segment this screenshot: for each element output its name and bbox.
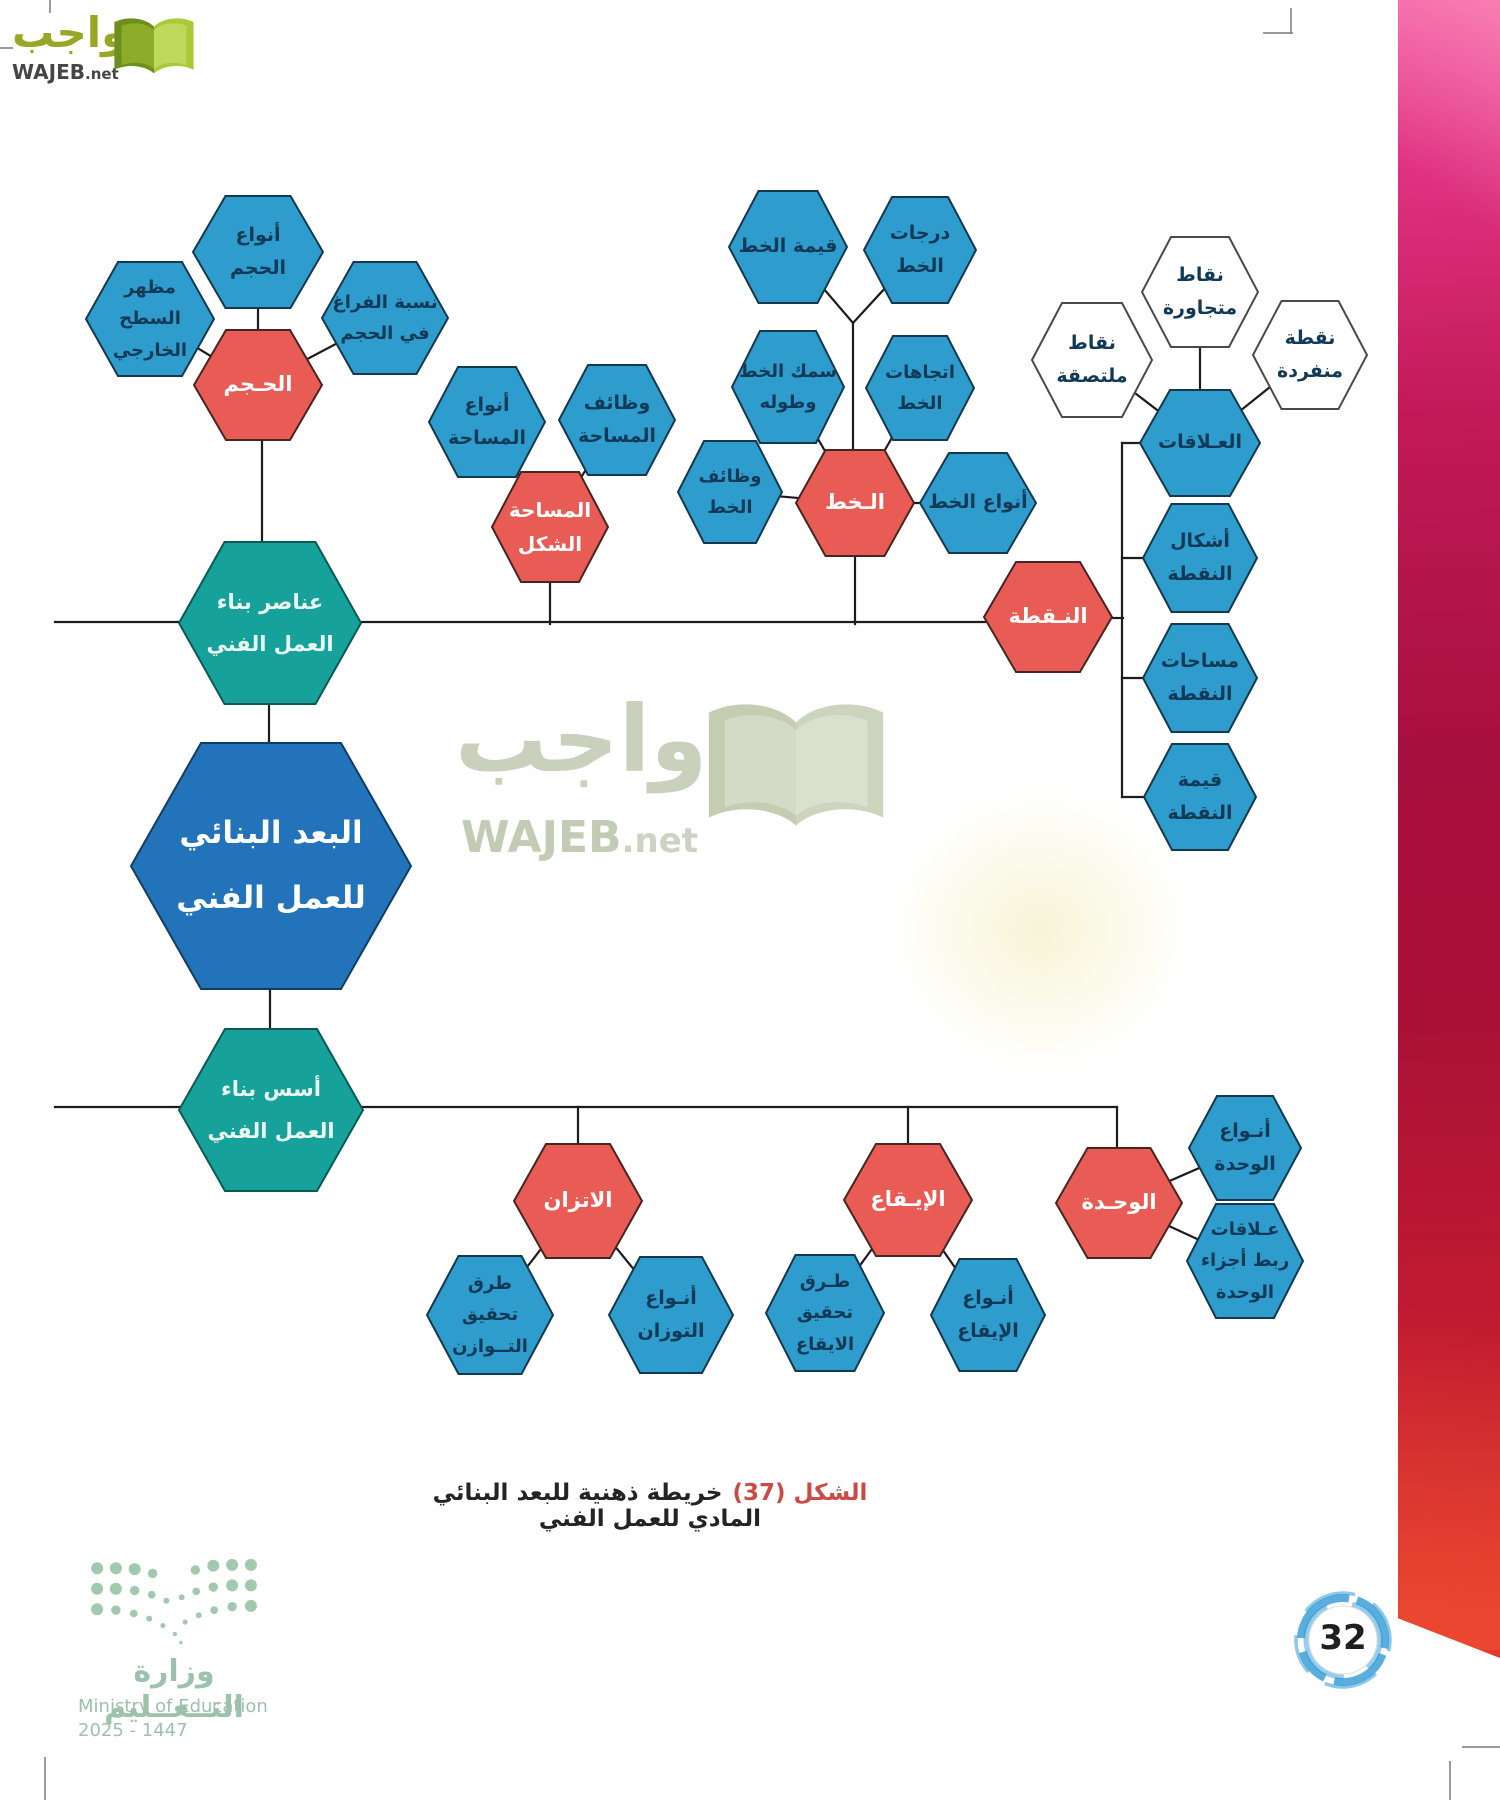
node-anwaa-wahda-shape xyxy=(1187,1095,1303,1201)
crop-mark xyxy=(44,1757,46,1800)
node-iqaa-shape xyxy=(842,1143,974,1257)
crop-mark xyxy=(1449,1761,1451,1800)
node-khat-shape xyxy=(794,449,916,557)
node-turuq-iqaa-shape xyxy=(764,1254,886,1372)
node-wazaef-khat-shape xyxy=(676,440,784,544)
node-anwaa-khat-shape xyxy=(918,452,1038,554)
node-qimat-khat-shape xyxy=(727,190,849,304)
ministry-dots-emblem xyxy=(91,1558,257,1645)
node-sumk-khat-shape xyxy=(730,330,846,444)
crop-mark xyxy=(1290,8,1292,34)
node-ashkal-nuqta-shape xyxy=(1141,503,1259,613)
band-facet-red xyxy=(1398,1180,1500,1650)
node-wazaef-misaha-shape xyxy=(557,364,677,476)
node-misaha-shakl-shape xyxy=(490,471,610,583)
node-anwaa-hajm-shape xyxy=(191,195,325,309)
ministry-english-name: Ministry of Education xyxy=(78,1696,268,1717)
figure-caption-text: خريطة ذهنية للبعد البنائي المادي للعمل ا… xyxy=(432,1480,762,1532)
figure-caption: الشكل (37)خريطة ذهنية للبعد البنائي الما… xyxy=(410,1480,890,1532)
node-itizan-shape xyxy=(512,1143,644,1259)
node-masahat-nuqta-shape xyxy=(1141,623,1259,733)
node-itijahat-khat-shape xyxy=(864,335,976,441)
color-band xyxy=(1398,0,1500,1658)
node-turuq-tawazun-shape xyxy=(425,1255,555,1375)
wajeb-logo-arabic: واجب xyxy=(12,8,128,57)
page-number: 32 xyxy=(1319,1618,1367,1658)
ministry-arabic-wordmark: وزارة التــعــليم xyxy=(104,1654,244,1725)
node-wahda-shape xyxy=(1054,1147,1184,1259)
node-darajat-khat-shape xyxy=(862,196,978,304)
page-number-badge xyxy=(1294,1591,1392,1689)
node-anasir-binaa-shape xyxy=(177,541,363,705)
node-anwaa-tawazun-shape xyxy=(607,1256,735,1374)
node-anwaa-misaha-shape xyxy=(427,366,547,478)
open-book-icon xyxy=(114,18,194,74)
node-alaqat-shape xyxy=(1138,389,1262,497)
figure-caption-label: الشكل (37) xyxy=(732,1480,868,1506)
node-osos-binaa-shape xyxy=(177,1028,365,1192)
node-nuqta-munfarida-shape xyxy=(1251,300,1369,410)
wajeb-watermark: واجب WAJEB.net xyxy=(455,688,900,878)
node-mazhar-sath-shape xyxy=(84,261,216,377)
ministry-years: 2025 - 1447 xyxy=(78,1720,188,1741)
node-nuqat-mutajawira-shape xyxy=(1140,236,1260,348)
node-hajm-shape xyxy=(192,329,324,441)
watermark-latin-text: WAJEB.net xyxy=(461,812,699,863)
node-qimat-nuqta-shape xyxy=(1142,743,1258,851)
watermark-arabic-text: واجب xyxy=(455,686,708,793)
hexagon-shapes xyxy=(84,190,1369,1375)
crop-mark xyxy=(49,0,51,13)
band-facet-light xyxy=(1398,0,1500,290)
crop-mark xyxy=(1462,1746,1500,1748)
node-nuqat-multasiqa-shape xyxy=(1030,302,1154,418)
node-alaqat-rabt-shape xyxy=(1185,1203,1305,1319)
open-book-icon xyxy=(708,704,884,826)
node-anwaa-iqaa-shape xyxy=(929,1258,1047,1372)
wajeb-logo: واجب WAJEB.net xyxy=(10,12,245,107)
wajeb-logo-latin: WAJEB.net xyxy=(12,60,119,84)
node-boad-binaai-shape xyxy=(129,742,413,990)
node-nisbat-faragh-shape xyxy=(320,261,450,375)
crop-mark xyxy=(1263,32,1293,34)
node-nuqta-shape xyxy=(982,561,1114,673)
crop-mark xyxy=(0,47,13,49)
watermark-halo xyxy=(880,780,1200,1080)
